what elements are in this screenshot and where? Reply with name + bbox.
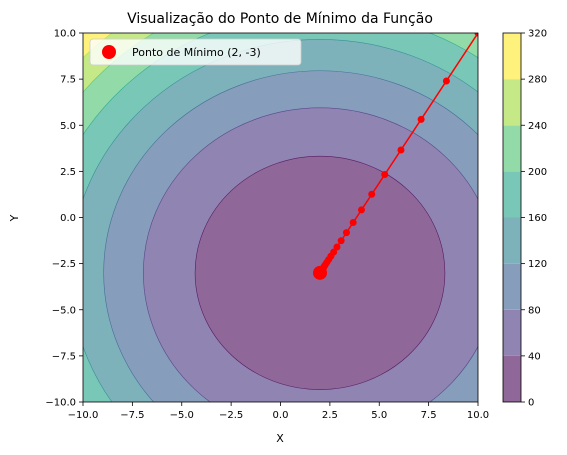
x-tick-label: 7.5 [421,410,437,421]
colorbar-tick-label: 120 [528,259,547,270]
x-tick-label: 0.0 [273,410,289,421]
colorbar-tick-label: 280 [528,75,547,86]
y-tick-label: 2.5 [60,167,76,178]
y-tick-label: 7.5 [60,75,76,86]
colorbar-band [503,355,521,402]
path-point [397,146,405,154]
x-tick-label: −7.5 [120,410,144,421]
colorbar-tick-label: 240 [528,121,547,132]
y-tick-label: 0.0 [60,213,76,224]
colorbar-tick-label: 0 [528,398,534,409]
path-point [349,218,357,226]
contour-line [143,107,478,402]
x-tick-label: 10.0 [467,410,489,421]
path-point [337,237,345,245]
y-tick-label: 10.0 [54,29,76,40]
colorbar-band [503,33,521,80]
colorbar-band [503,263,521,310]
y-axis-label: Y [8,214,21,222]
x-tick-label: −10.0 [68,410,99,421]
colorbar-band [503,217,521,264]
contour-line [83,39,478,402]
path-point [381,171,389,179]
legend: Ponto de Mínimo (2, -3) [89,38,302,66]
y-tick-label: −5.0 [52,305,76,316]
path-point [417,115,425,123]
y-tick-label: −7.5 [52,351,76,362]
x-axis-label: X [276,432,284,445]
contour-line [194,155,446,390]
path-point [474,33,478,37]
legend-marker [102,45,116,59]
path-point [442,77,450,85]
contour-line [103,70,478,402]
colorbar-tick-label: 40 [528,351,541,362]
y-tick-label: 5.0 [60,121,76,132]
x-axis: −10.0 −7.5 −5.0 −2.5 0.0 2.5 5.0 7.5 10.0 [68,402,489,421]
legend-box [89,38,302,66]
x-tick-label: 2.5 [322,410,338,421]
x-tick-label: −5.0 [170,410,194,421]
minimum-point [313,265,327,280]
y-tick-label: −10.0 [45,398,76,409]
colorbar-band [503,171,521,218]
colorbar-band [503,309,521,356]
path-point [368,190,376,198]
colorbar-tick-label: 80 [528,305,541,316]
y-tick-label: −2.5 [52,259,76,270]
path-point [342,229,350,237]
colorbar-tick-label: 200 [528,167,547,178]
colorbar: 0 40 80 120 160 200 240 280 320 [503,29,547,409]
colorbar-band [503,79,521,126]
minimum-marker [313,265,327,280]
colorbar-band [503,125,521,172]
y-axis: −10.0 −7.5 −5.0 −2.5 0.0 2.5 5.0 7.5 10.0 [45,29,83,409]
x-tick-label: 5.0 [371,410,387,421]
path-point [333,243,341,251]
colorbar-tick-label: 160 [528,213,547,224]
chart-title: Visualização do Ponto de Mínimo da Funçã… [127,11,433,27]
x-tick-label: −2.5 [219,410,243,421]
legend-label: Ponto de Mínimo (2, -3) [132,46,261,59]
path-point [357,206,365,214]
colorbar-frame [502,32,522,403]
colorbar-tick-label: 320 [528,29,547,40]
